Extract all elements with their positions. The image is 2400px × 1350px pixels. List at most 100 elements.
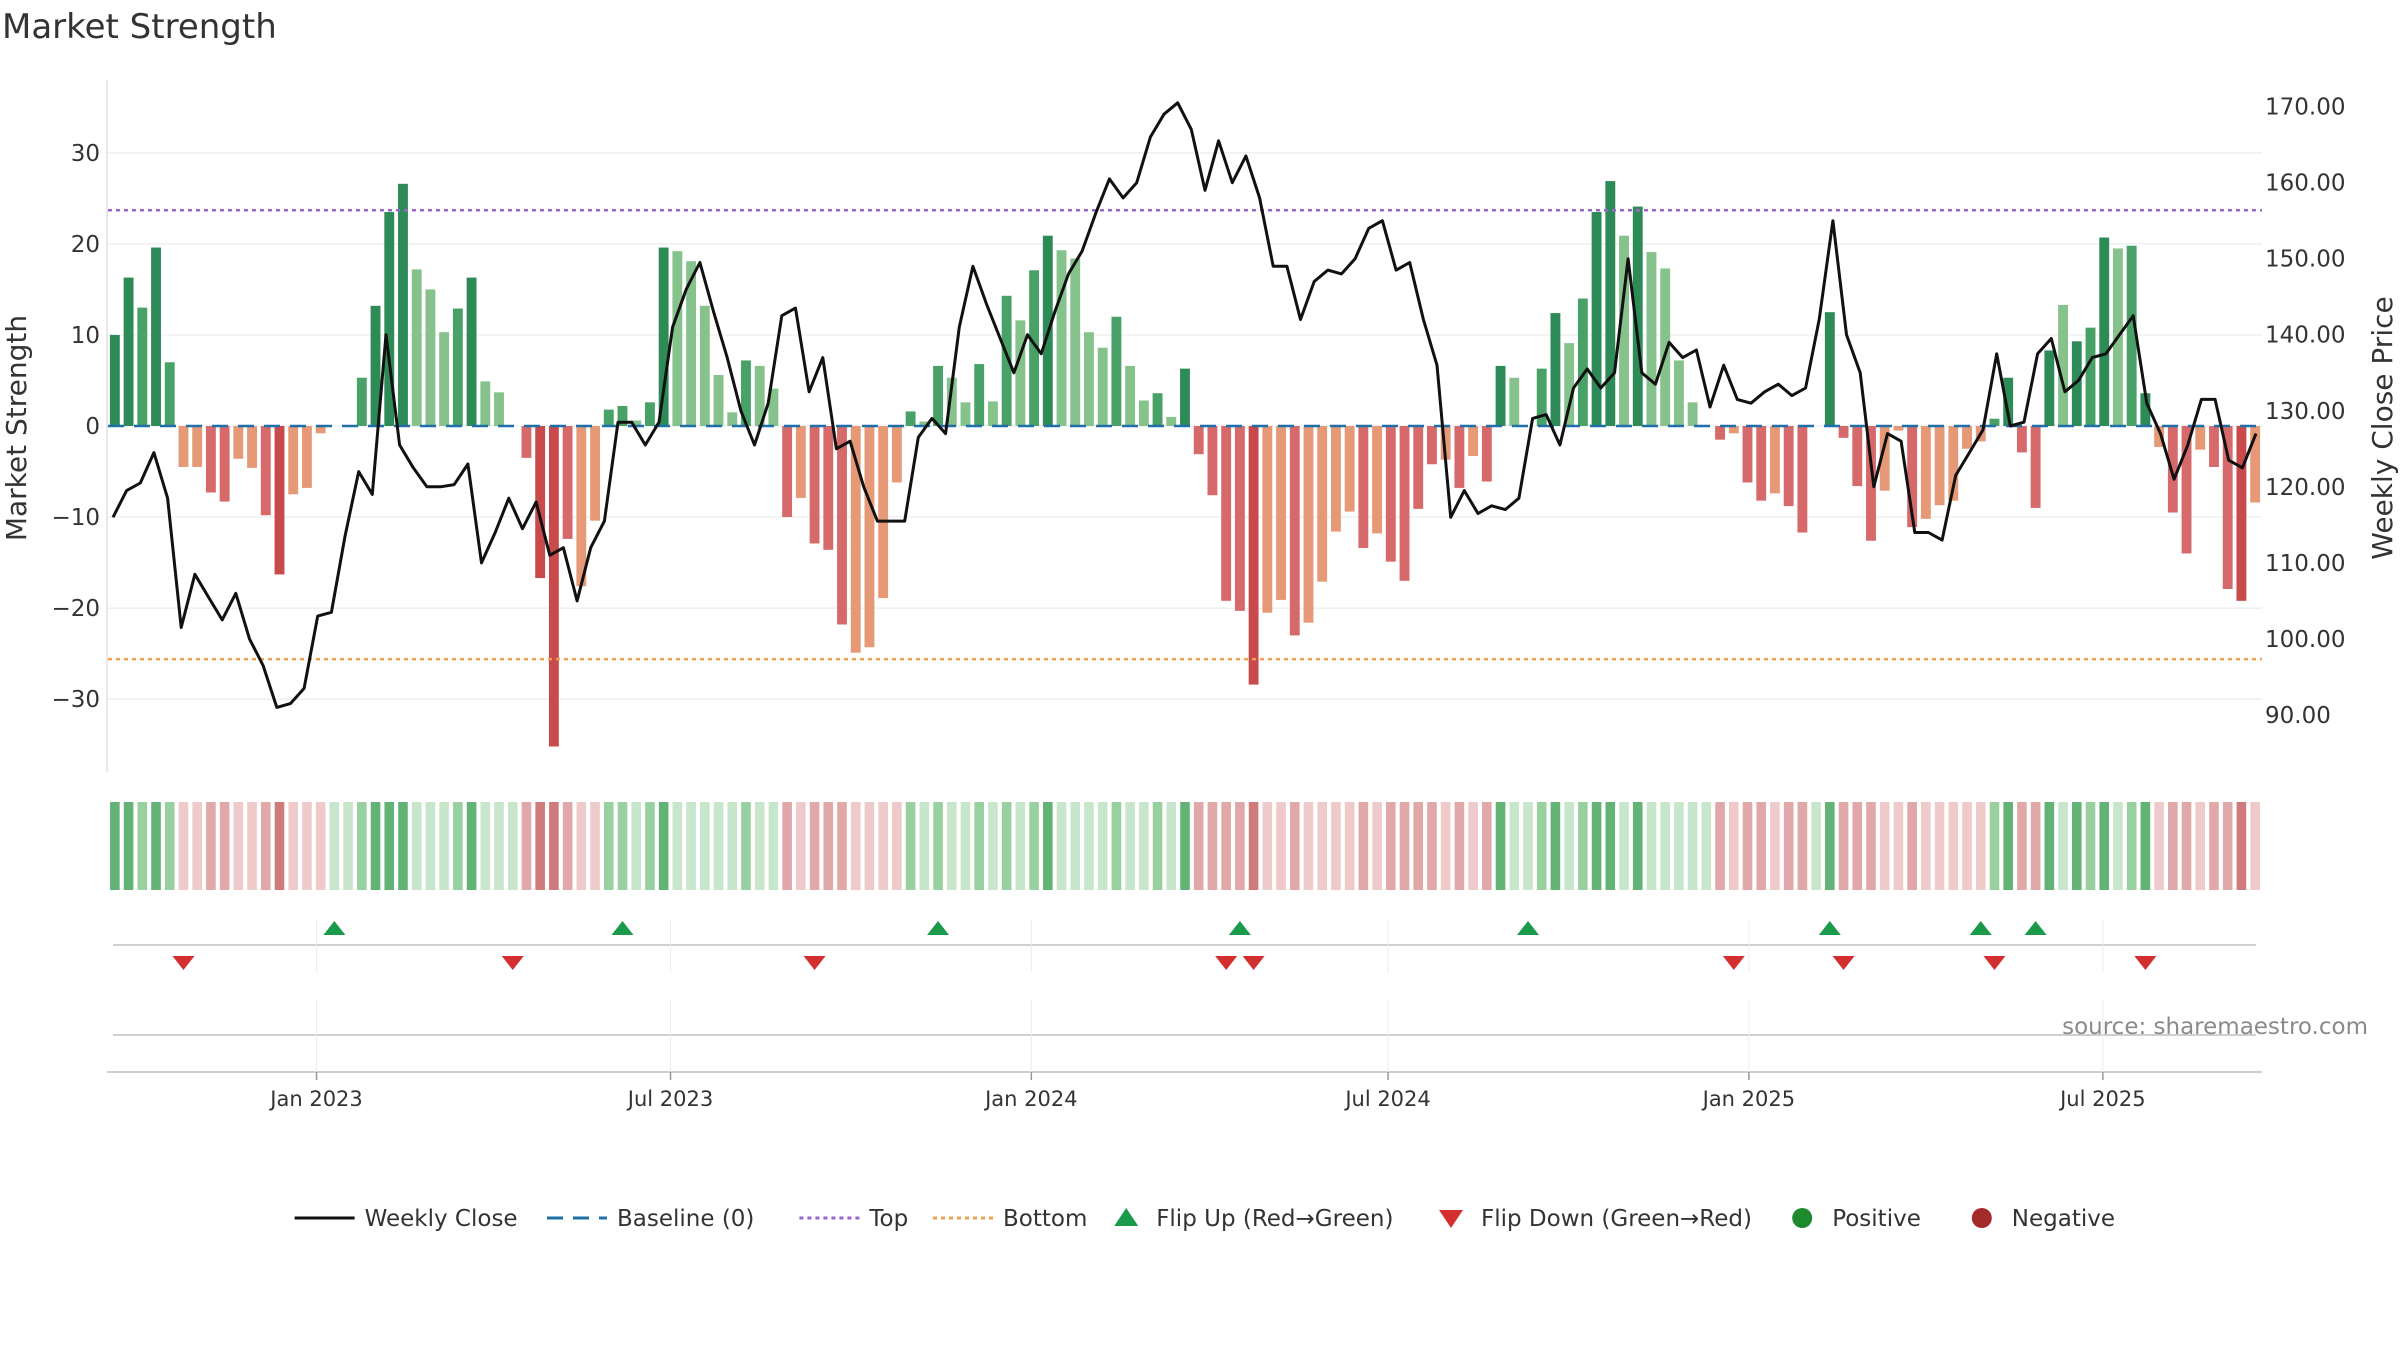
heat-cell (1372, 802, 1382, 890)
heat-cell (1948, 802, 1959, 890)
heat-cell (796, 802, 806, 890)
strength-bar (576, 426, 587, 587)
strength-bar (1591, 212, 1602, 426)
strength-bar (1440, 426, 1451, 460)
heat-cell (425, 802, 436, 890)
heat-cell (480, 802, 491, 890)
strength-bar (631, 420, 642, 426)
heat-cell (2126, 802, 2137, 890)
heat-cell (1193, 802, 1204, 890)
strength-bar (1783, 426, 1794, 507)
heat-cell (1509, 802, 1520, 890)
left-tick-label: −10 (51, 505, 100, 531)
strength-bar (425, 289, 436, 426)
heat-cell (549, 802, 559, 890)
strength-bar (1015, 320, 1026, 426)
strength-bar (1372, 426, 1383, 534)
strength-bar (219, 426, 230, 502)
heat-cell (1001, 802, 1012, 890)
strength-bar (1385, 426, 1396, 562)
heat-cell (2058, 802, 2068, 890)
heat-cell (521, 802, 532, 890)
heat-cell (2209, 802, 2219, 890)
strength-bar (562, 426, 573, 539)
heat-cell (1975, 802, 1986, 890)
strength-bar (1001, 295, 1012, 426)
heat-cell (1756, 802, 1767, 890)
strength-bar (603, 409, 614, 426)
heat-cell (562, 802, 573, 890)
heat-cell (1482, 802, 1492, 890)
heat-cell (2168, 802, 2178, 890)
strength-bar (1097, 347, 1108, 426)
strength-bar (1866, 426, 1876, 541)
strength-bar (1770, 426, 1780, 494)
strength-bar (1660, 268, 1671, 426)
strength-bar (809, 426, 820, 544)
flip-down-marker (1242, 956, 1265, 970)
heat-cell (1207, 802, 1218, 890)
strength-bar (2181, 426, 2192, 554)
heat-cell (631, 802, 642, 890)
strength-bar (1646, 252, 1657, 426)
strength-bar (2058, 304, 2069, 426)
heat-cell (110, 802, 120, 890)
strength-bar (1838, 426, 1849, 438)
heat-cell (603, 802, 614, 890)
strength-bar (1920, 426, 1931, 519)
strength-bar (823, 426, 834, 550)
strength-bar (1577, 298, 1588, 426)
heat-cell (2071, 802, 2082, 890)
heat-cell (137, 802, 148, 890)
source-credit: source: sharemaestro.com (2062, 1014, 2368, 1040)
date-tick-label: Jan 2023 (268, 1087, 363, 1111)
strength-bar (370, 305, 381, 426)
strength-bar (1893, 426, 1904, 431)
heat-cell (1276, 802, 1286, 890)
heat-cell (1674, 802, 1684, 890)
strength-bar (1756, 426, 1767, 501)
strength-bar (864, 426, 875, 648)
heat-cell (1125, 802, 1135, 890)
strength-bar (1180, 368, 1190, 426)
right-tick-label: 130.00 (2265, 399, 2345, 425)
heat-cell (974, 802, 985, 890)
strength-bar (1125, 365, 1136, 426)
strength-bar (1934, 426, 1945, 506)
heat-cell (384, 802, 395, 890)
heat-cell (123, 802, 134, 890)
strength-bar (274, 426, 285, 575)
heat-cell (192, 802, 202, 890)
heat-cell (1797, 802, 1808, 890)
heat-cell (837, 802, 847, 890)
strength-bar (2003, 377, 2014, 426)
heat-cell (1235, 802, 1245, 890)
heat-cell (2099, 802, 2110, 890)
strength-bar (1152, 393, 1163, 426)
strength-bar (686, 261, 697, 426)
right-tick-label: 150.00 (2265, 247, 2345, 273)
heat-cell (1056, 802, 1067, 890)
heat-cell (1605, 802, 1616, 890)
strength-bar (727, 412, 738, 426)
heat-cell (1742, 802, 1753, 890)
strength-bar (1879, 426, 1890, 491)
strength-bar (151, 247, 161, 426)
date-axis: Jan 2023 Jul 2023 Jan 2024 Jul 2024 Jan 2025… (107, 920, 2262, 1111)
heat-cell (1907, 802, 1917, 890)
heat-cell (315, 802, 326, 890)
strength-bar (1742, 426, 1753, 483)
strength-bar (466, 277, 477, 426)
heat-cell (1893, 802, 1904, 890)
flip-down-marker (1722, 956, 1745, 970)
heat-cell (1701, 802, 1712, 890)
strength-bar (905, 411, 916, 426)
heat-cell (1921, 802, 1931, 890)
strength-bar (1728, 426, 1739, 434)
heat-cell (1728, 802, 1739, 890)
strength-bar (2085, 327, 2096, 426)
strength-bar (1962, 426, 1972, 449)
strength-bar (260, 426, 271, 516)
heat-cell (713, 802, 724, 890)
right-axis-label: Weekly Close Price (2366, 296, 2399, 559)
